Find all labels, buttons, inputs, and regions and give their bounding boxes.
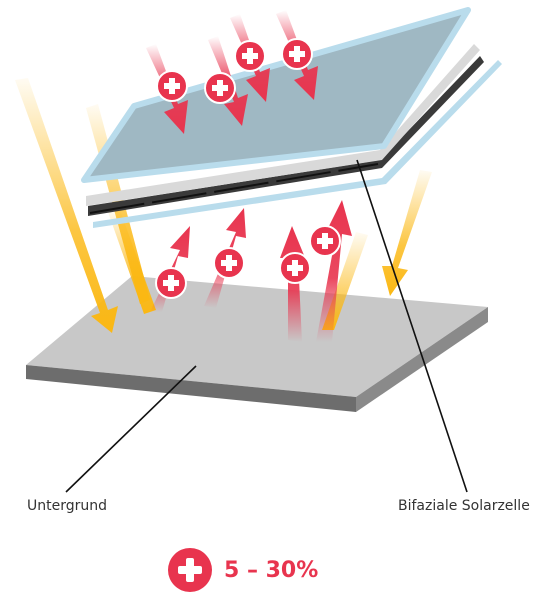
panel-label: Bifaziale Solarzelle <box>398 498 530 514</box>
plus-badge-icon <box>234 40 266 72</box>
sun-ray-arrow-icon <box>108 210 156 314</box>
plus-badge-icon <box>168 548 212 592</box>
ground-label: Untergrund <box>27 498 108 514</box>
gain-arrow-icon <box>150 226 190 312</box>
sun-ray-arrow-icon <box>382 170 432 296</box>
gain-summary: 5 – 30% <box>168 548 318 592</box>
plus-badge-icon <box>156 70 188 102</box>
plus-badge-icon <box>155 267 187 299</box>
plus-badges <box>155 38 341 299</box>
plus-badge-icon <box>281 38 313 70</box>
plus-badge-icon <box>309 225 341 257</box>
plus-badge-icon <box>279 252 311 284</box>
sun-ray-arrow-icon <box>15 78 118 333</box>
gain-value: 5 – 30% <box>224 557 319 583</box>
bifacial-panel <box>81 7 502 228</box>
plus-badge-icon <box>213 247 245 279</box>
plus-badge-icon <box>204 72 236 104</box>
leader-lines <box>65 159 468 493</box>
gain-arrow-icon <box>316 200 352 342</box>
